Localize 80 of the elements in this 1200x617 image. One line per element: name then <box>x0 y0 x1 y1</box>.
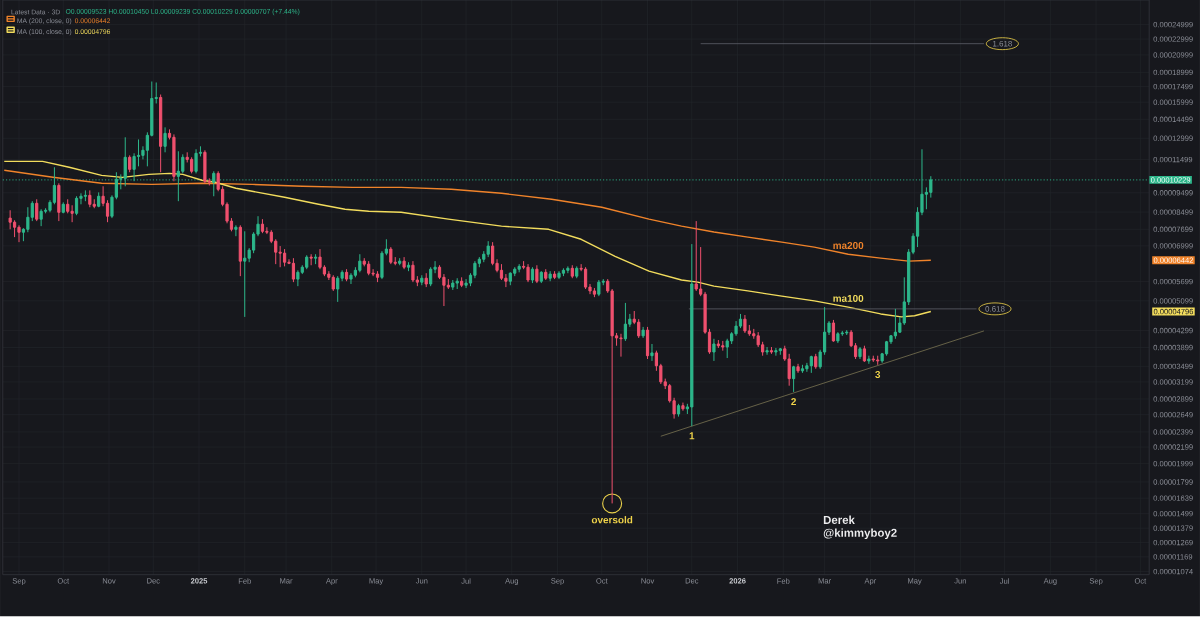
candlestick <box>681 402 685 412</box>
candlestick <box>712 338 716 362</box>
candlestick <box>486 240 490 258</box>
candlestick <box>893 308 898 340</box>
candlestick <box>455 277 459 290</box>
candlestick <box>778 347 782 356</box>
candlestick <box>526 263 530 283</box>
candlestick <box>871 355 875 363</box>
candlestick <box>690 243 694 427</box>
candlestick <box>309 253 313 266</box>
annotation: Derek <box>823 515 855 525</box>
candlestick <box>845 329 849 336</box>
candlestick <box>552 270 557 280</box>
candlestick <box>305 254 309 270</box>
annotation: oversold <box>591 516 633 524</box>
candlestick <box>765 346 769 356</box>
candlestick <box>641 326 645 339</box>
candlestick <box>234 224 238 237</box>
candlestick <box>389 246 393 265</box>
candlestick <box>424 272 428 288</box>
candlestick <box>809 355 813 374</box>
line-series <box>3 160 932 318</box>
candlestick <box>774 347 778 357</box>
candlestick <box>535 264 539 284</box>
annotation: ma100 <box>833 295 864 303</box>
candlestick <box>575 266 579 279</box>
candlestick <box>517 263 521 274</box>
candlestick <box>867 355 871 365</box>
candlestick <box>243 231 247 318</box>
candlestick <box>743 314 747 334</box>
candlestick <box>398 257 402 266</box>
candlestick <box>57 183 61 222</box>
candlestick <box>570 264 574 279</box>
annotation: 2 <box>791 398 796 406</box>
candlestick <box>39 208 43 227</box>
candlestick <box>650 343 654 362</box>
candlestick <box>619 333 623 358</box>
candlestick <box>862 345 867 363</box>
candlestick <box>282 248 287 268</box>
candlestick <box>17 224 21 243</box>
candlestick <box>561 268 566 277</box>
candlestick <box>557 270 561 280</box>
candlestick <box>344 268 349 282</box>
candlestick <box>548 270 552 282</box>
candlestick <box>88 190 92 208</box>
annotation: ma200 <box>833 242 864 250</box>
candlestick <box>313 253 318 265</box>
candlestick <box>796 363 800 374</box>
candlestick <box>375 270 380 283</box>
candlestick <box>420 274 424 286</box>
candlestick <box>836 331 840 344</box>
candlestick <box>406 261 411 272</box>
candlestick <box>402 256 406 270</box>
candlestick <box>163 127 167 154</box>
candlestick <box>721 340 725 352</box>
candlestick <box>800 364 805 374</box>
candlestick <box>194 149 198 175</box>
candlestick <box>858 346 862 360</box>
candlestick <box>460 277 464 288</box>
candlestick <box>260 218 265 234</box>
candlestick <box>544 268 548 281</box>
line-series <box>3 169 932 263</box>
candlestick <box>769 346 774 355</box>
candlestick <box>566 266 570 274</box>
candlestick <box>367 260 371 276</box>
annotation: 1 <box>689 432 695 440</box>
candlestick <box>694 220 698 292</box>
candlestick <box>597 279 601 297</box>
candlestick <box>876 355 880 366</box>
annotation: 3 <box>875 371 881 379</box>
annotation: @kimmyboy2 <box>823 528 897 540</box>
candlestick <box>203 150 207 185</box>
candlestick <box>623 302 628 342</box>
candlestick <box>83 190 88 202</box>
candlestick <box>792 365 796 393</box>
candlestick <box>358 253 362 274</box>
candlestick <box>451 279 455 291</box>
candlestick <box>676 403 681 418</box>
candlestick <box>411 260 415 283</box>
candlestick <box>592 287 597 298</box>
